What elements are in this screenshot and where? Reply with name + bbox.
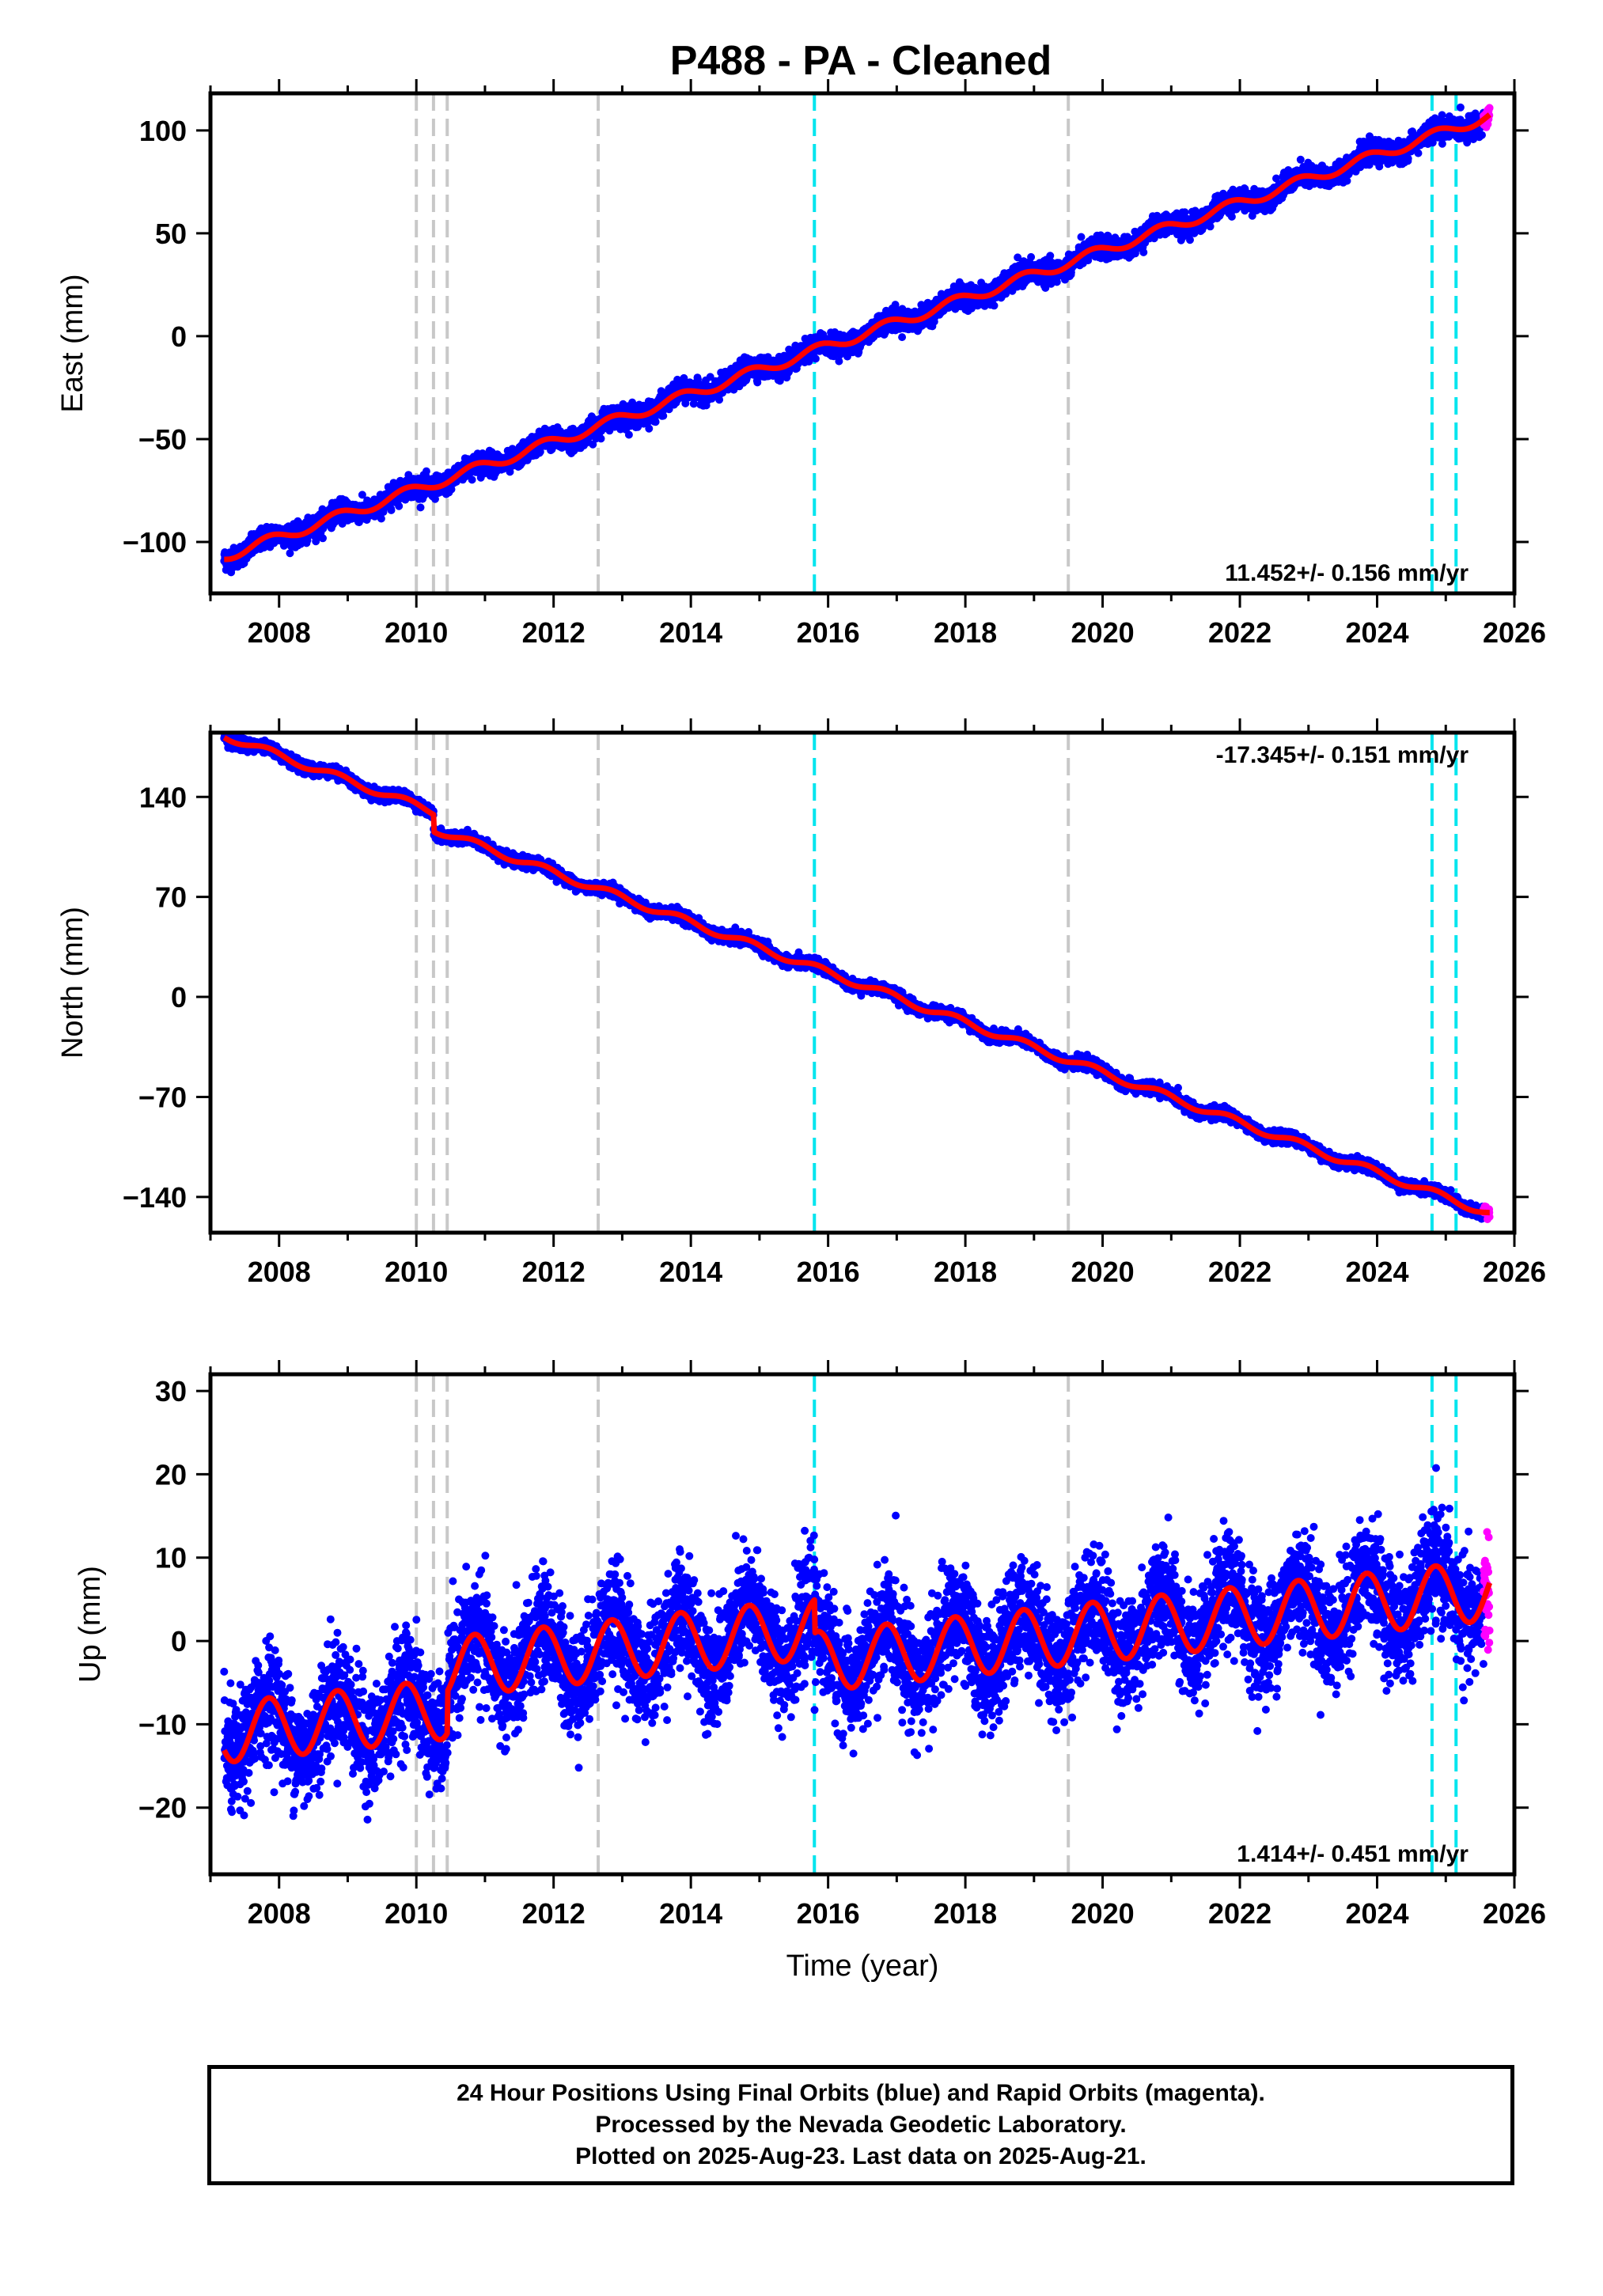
x-tick-label: 2022 <box>1208 1897 1271 1930</box>
x-tick-label: 2022 <box>1208 1256 1271 1288</box>
model-fit-line <box>222 735 1492 1216</box>
plot-frame <box>208 1372 1517 1877</box>
chart-title: P488 - PA - Cleaned <box>670 38 1052 84</box>
x-tick-label: 2024 <box>1345 1897 1408 1930</box>
x-tick-label: 2018 <box>934 616 997 649</box>
final-orbit-points <box>220 1464 1487 1824</box>
y-tick-label: −20 <box>138 1792 187 1824</box>
y-tick-label: 140 <box>139 781 187 813</box>
plot-area <box>220 93 1494 593</box>
rate-label: 11.452+/- 0.156 mm/yr <box>1225 560 1468 586</box>
x-tick-label: 2008 <box>248 1256 311 1288</box>
footer-line-1: 24 Hour Positions Using Final Orbits (bl… <box>457 2080 1265 2106</box>
x-tick-label: 2020 <box>1071 1256 1135 1288</box>
x-tick-label: 2026 <box>1483 1256 1546 1288</box>
x-tick-label: 2008 <box>248 1897 311 1930</box>
y-tick-label: −10 <box>138 1708 187 1741</box>
x-tick-label: 2020 <box>1071 1897 1135 1930</box>
x-tick-label: 2014 <box>659 616 722 649</box>
y-tick-label: 70 <box>155 881 187 914</box>
x-tick-label: 2014 <box>659 1897 722 1930</box>
footer-line-2: Processed by the Nevada Geodetic Laborat… <box>595 2112 1127 2138</box>
x-tick-label: 2024 <box>1345 616 1408 649</box>
x-tick-label: 2024 <box>1345 1256 1408 1288</box>
panels: 2008 2010 2012 2014 2016 2018 2020 2022 2024 2026… <box>56 79 1546 1983</box>
x-tick-label: 2026 <box>1483 616 1546 649</box>
x-tick-label: 2018 <box>934 1897 997 1930</box>
rate-label: 1.414+/- 0.451 mm/yr <box>1237 1841 1468 1867</box>
y-axis-label: Up (mm) <box>74 1566 107 1683</box>
plot-frame <box>208 730 1517 1235</box>
x-tick-label: 2018 <box>934 1256 997 1288</box>
plot-area <box>220 733 1494 1233</box>
x-tick-label: 2016 <box>797 1897 860 1930</box>
x-tick-label: 2010 <box>385 616 448 649</box>
x-tick-label: 2026 <box>1483 1897 1546 1930</box>
y-tick-label: 10 <box>155 1542 187 1574</box>
x-tick-label: 2010 <box>385 1256 448 1288</box>
y-tick-label: 30 <box>155 1375 187 1408</box>
panel-up: 2008 2010 2012 2014 2016 2018 2020 2022 2024 2026… <box>74 1360 1546 1983</box>
y-tick-label: 100 <box>139 115 187 147</box>
panel-north: 2008 2010 2012 2014 2016 2018 2020 2022 2024 2026… <box>56 718 1546 1288</box>
x-tick-label: 2014 <box>659 1256 722 1288</box>
y-tick-label: 20 <box>155 1458 187 1491</box>
x-tick-label: 2008 <box>248 616 311 649</box>
y-axis-label: North (mm) <box>56 907 89 1059</box>
plot-frame <box>208 91 1517 596</box>
y-axis-label: East (mm) <box>56 274 89 412</box>
x-tick-label: 2012 <box>522 1897 585 1930</box>
final-orbit-points <box>220 733 1487 1223</box>
x-axis-label: Time (year) <box>786 1949 939 1983</box>
y-tick-label: 0 <box>171 320 187 353</box>
x-tick-label: 2020 <box>1071 616 1135 649</box>
y-tick-label: −100 <box>123 526 187 559</box>
model-fit-line <box>222 1563 1493 1764</box>
x-tick-label: 2012 <box>522 616 585 649</box>
x-tick-label: 2016 <box>797 1256 860 1288</box>
footer-box: 24 Hour Positions Using Final Orbits (bl… <box>207 2065 1514 2185</box>
x-tick-label: 2022 <box>1208 616 1271 649</box>
x-tick-label: 2010 <box>385 1897 448 1930</box>
y-tick-label: −70 <box>138 1081 187 1113</box>
panel-east: 2008 2010 2012 2014 2016 2018 2020 2022 2024 2026… <box>56 79 1546 649</box>
y-tick-label: 0 <box>171 981 187 1013</box>
rate-label: -17.345+/- 0.151 mm/yr <box>1216 742 1469 768</box>
x-tick-label: 2012 <box>522 1256 585 1288</box>
footer-line-3: Plotted on 2025-Aug-23. Last data on 202… <box>575 2143 1146 2169</box>
final-orbit-dots <box>220 733 1487 1223</box>
y-tick-label: 50 <box>155 218 187 250</box>
x-tick-label: 2016 <box>797 616 860 649</box>
plot-area <box>220 1374 1494 1874</box>
y-tick-label: −140 <box>123 1181 187 1214</box>
final-orbit-dots <box>220 1464 1487 1824</box>
y-tick-label: 0 <box>171 1625 187 1658</box>
y-tick-label: −50 <box>138 423 187 456</box>
model-fit-line <box>222 112 1492 563</box>
